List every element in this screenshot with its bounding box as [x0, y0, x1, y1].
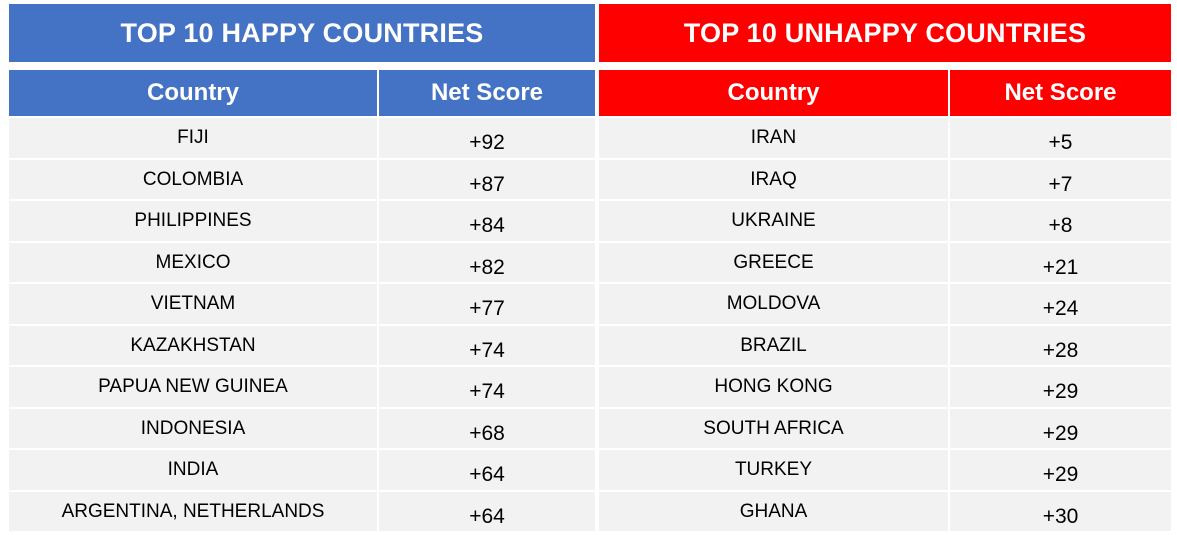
- happy-table-title: TOP 10 HAPPY COUNTRIES: [9, 4, 595, 62]
- table-row: VIETNAM +77: [9, 284, 595, 324]
- score-cell: +82: [379, 242, 595, 282]
- table-row: PAPUA NEW GUINEA +74: [9, 367, 595, 407]
- score-cell: +7: [950, 159, 1171, 199]
- country-cell: BRAZIL: [599, 325, 948, 365]
- score-cell: +29: [950, 450, 1171, 490]
- country-cell: KAZAKHSTAN: [9, 325, 377, 365]
- score-cell: +74: [379, 325, 595, 365]
- country-cell: COLOMBIA: [9, 159, 377, 199]
- score-cell: +64: [379, 450, 595, 490]
- table-row: PHILIPPINES +84: [9, 201, 595, 241]
- table-row: FIJI +92: [9, 118, 595, 158]
- country-cell: VIETNAM: [9, 284, 377, 324]
- table-row: IRAQ +7: [599, 159, 1171, 199]
- score-cell: +74: [379, 367, 595, 407]
- happy-score-column-header: Net Score: [379, 70, 595, 116]
- table-row: INDIA +64: [9, 450, 595, 490]
- table-row: MOLDOVA +24: [599, 284, 1171, 324]
- score-cell: +28: [950, 325, 1171, 365]
- country-cell: IRAQ: [599, 159, 948, 199]
- unhappy-table-title: TOP 10 UNHAPPY COUNTRIES: [599, 4, 1171, 62]
- table-row: GHANA +30: [599, 491, 1171, 531]
- unhappy-score-column-header: Net Score: [950, 70, 1171, 116]
- table-row: BRAZIL +28: [599, 325, 1171, 365]
- country-cell: PAPUA NEW GUINEA: [9, 367, 377, 407]
- score-cell: +92: [379, 118, 595, 158]
- table-row: COLOMBIA +87: [9, 159, 595, 199]
- score-cell: +24: [950, 284, 1171, 324]
- score-cell: +29: [950, 367, 1171, 407]
- table-row: KAZAKHSTAN +74: [9, 325, 595, 365]
- country-cell: GREECE: [599, 242, 948, 282]
- score-cell: +87: [379, 159, 595, 199]
- score-cell: +30: [950, 491, 1171, 531]
- table-row: ARGENTINA, NETHERLANDS +64: [9, 491, 595, 531]
- unhappy-countries-table: TOP 10 UNHAPPY COUNTRIES Country Net Sco…: [599, 4, 1171, 533]
- score-cell: +64: [379, 491, 595, 531]
- score-cell: +21: [950, 242, 1171, 282]
- score-cell: +84: [379, 201, 595, 241]
- table-row: TURKEY +29: [599, 450, 1171, 490]
- happy-table-header: Country Net Score: [9, 70, 595, 116]
- country-cell: GHANA: [599, 491, 948, 531]
- happy-table-body: FIJI +92 COLOMBIA +87 PHILIPPINES +84 MEXIC…: [9, 118, 595, 531]
- unhappy-table-body: IRAN +5 IRAQ +7 UKRAINE +8 GREECE +21 MOLDOV…: [599, 118, 1171, 531]
- table-row: GREECE +21: [599, 242, 1171, 282]
- country-cell: ARGENTINA, NETHERLANDS: [9, 491, 377, 531]
- table-row: UKRAINE +8: [599, 201, 1171, 241]
- score-cell: +29: [950, 408, 1171, 448]
- country-cell: INDIA: [9, 450, 377, 490]
- country-cell: FIJI: [9, 118, 377, 158]
- unhappy-table-header: Country Net Score: [599, 70, 1171, 116]
- score-cell: +8: [950, 201, 1171, 241]
- table-row: IRAN +5: [599, 118, 1171, 158]
- country-cell: UKRAINE: [599, 201, 948, 241]
- score-cell: +5: [950, 118, 1171, 158]
- table-row: MEXICO +82: [9, 242, 595, 282]
- unhappy-country-column-header: Country: [599, 70, 948, 116]
- happy-country-column-header: Country: [9, 70, 377, 116]
- country-cell: HONG KONG: [599, 367, 948, 407]
- score-cell: +68: [379, 408, 595, 448]
- table-row: INDONESIA +68: [9, 408, 595, 448]
- country-cell: SOUTH AFRICA: [599, 408, 948, 448]
- country-cell: PHILIPPINES: [9, 201, 377, 241]
- country-cell: MOLDOVA: [599, 284, 948, 324]
- score-cell: +77: [379, 284, 595, 324]
- table-row: SOUTH AFRICA +29: [599, 408, 1171, 448]
- table-row: HONG KONG +29: [599, 367, 1171, 407]
- country-cell: INDONESIA: [9, 408, 377, 448]
- country-cell: MEXICO: [9, 242, 377, 282]
- country-cell: IRAN: [599, 118, 948, 158]
- happy-countries-table: TOP 10 HAPPY COUNTRIES Country Net Score…: [9, 4, 595, 533]
- country-cell: TURKEY: [599, 450, 948, 490]
